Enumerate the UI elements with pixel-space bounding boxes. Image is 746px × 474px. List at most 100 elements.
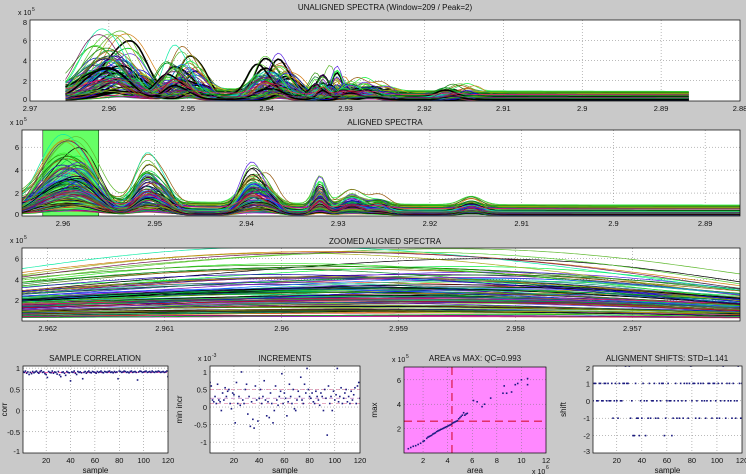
data-point <box>147 371 150 373</box>
data-point <box>83 371 85 374</box>
data-point <box>311 392 313 394</box>
data-point <box>454 421 456 423</box>
data-point <box>298 395 301 398</box>
data-point <box>455 420 458 423</box>
data-point <box>667 382 669 385</box>
y-tick-label: 0 <box>15 210 19 219</box>
spectrum-line <box>22 263 740 300</box>
data-point <box>258 397 260 400</box>
data-point <box>64 374 67 377</box>
data-point <box>593 382 596 385</box>
data-point <box>738 382 741 385</box>
data-point <box>359 397 360 400</box>
data-point <box>472 399 475 402</box>
data-point <box>303 383 306 386</box>
data-point <box>505 392 508 395</box>
y-exponent-power: -3 <box>212 353 217 359</box>
data-point <box>661 382 663 385</box>
data-point <box>44 372 46 375</box>
x-axis-label: sample <box>272 466 298 474</box>
x-tick-label: 2 <box>421 456 425 465</box>
data-point <box>23 370 24 373</box>
data-point <box>152 371 155 373</box>
correlation-grid <box>23 366 168 453</box>
data-point <box>53 371 56 373</box>
spectrum-line <box>22 298 740 309</box>
data-point <box>148 370 151 373</box>
data-point <box>286 415 288 417</box>
data-point <box>722 366 725 367</box>
data-point <box>126 371 129 373</box>
data-point <box>355 402 358 405</box>
data-point <box>449 424 451 426</box>
data-point <box>716 417 718 419</box>
data-point <box>50 371 52 374</box>
data-point <box>624 366 627 367</box>
alignment_shifts-axes: 20 40 60 80 100 120 -3 -2 -1 0 1 2 sample shift <box>559 364 746 474</box>
data-point <box>326 434 329 436</box>
data-point <box>306 367 308 370</box>
data-point <box>97 371 100 374</box>
data-point <box>41 371 44 374</box>
data-point <box>684 400 687 402</box>
data-point <box>637 417 639 419</box>
data-point <box>325 397 327 400</box>
x-tick-label: 100 <box>711 456 724 465</box>
data-point <box>139 370 141 372</box>
data-point <box>131 371 134 374</box>
data-point <box>146 371 149 374</box>
y-tick-label: 0.5 <box>197 386 207 395</box>
data-point <box>240 371 243 373</box>
data-point <box>698 417 701 419</box>
x-tick-label: 6 <box>470 456 474 465</box>
x-tick-label: 2.962 <box>38 324 57 333</box>
data-point <box>644 434 647 437</box>
data-point <box>212 400 215 403</box>
data-point <box>100 370 102 372</box>
data-point <box>249 425 252 428</box>
x-tick-label: 20 <box>42 456 50 465</box>
data-point <box>465 413 467 415</box>
data-point <box>443 427 445 429</box>
data-point <box>514 383 517 386</box>
data-point <box>419 442 422 445</box>
y-tick-label: -1 <box>13 447 20 456</box>
data-point <box>283 392 286 394</box>
x-exponent-power: 6 <box>546 465 549 471</box>
data-point <box>718 417 721 419</box>
data-point <box>223 399 225 401</box>
spectrum-line <box>22 288 740 307</box>
data-point <box>333 399 336 401</box>
y-tick-label: 2 <box>586 364 590 373</box>
increments-axes-box <box>209 365 361 454</box>
data-point <box>682 417 684 419</box>
data-point <box>452 421 455 424</box>
data-point <box>335 393 337 396</box>
y-tick-label: 2 <box>15 296 19 305</box>
spectrum-line <box>22 310 740 314</box>
y-axis-label: max <box>370 402 379 417</box>
data-point <box>128 371 130 374</box>
data-point <box>618 382 621 385</box>
data-point <box>602 400 604 402</box>
increments-content <box>210 367 360 436</box>
data-point <box>703 400 706 402</box>
x-tick-label: 40 <box>255 456 263 465</box>
data-point <box>721 382 723 385</box>
unaligned-title: UNALIGNED SPECTRA (Window=209 / Peak=2) <box>298 3 473 12</box>
x-tick-label: 60 <box>663 456 671 465</box>
data-point <box>594 382 597 385</box>
data-point <box>605 400 608 402</box>
data-point <box>90 371 93 374</box>
data-point <box>459 416 461 419</box>
x-axis-label: sample <box>655 466 681 474</box>
x-tick-label: 2.958 <box>506 324 525 333</box>
data-point <box>657 417 659 419</box>
data-point <box>595 400 598 402</box>
data-point <box>313 402 316 405</box>
data-point <box>701 400 703 402</box>
data-point <box>435 430 438 433</box>
data-point <box>427 436 429 438</box>
data-point <box>347 395 350 398</box>
